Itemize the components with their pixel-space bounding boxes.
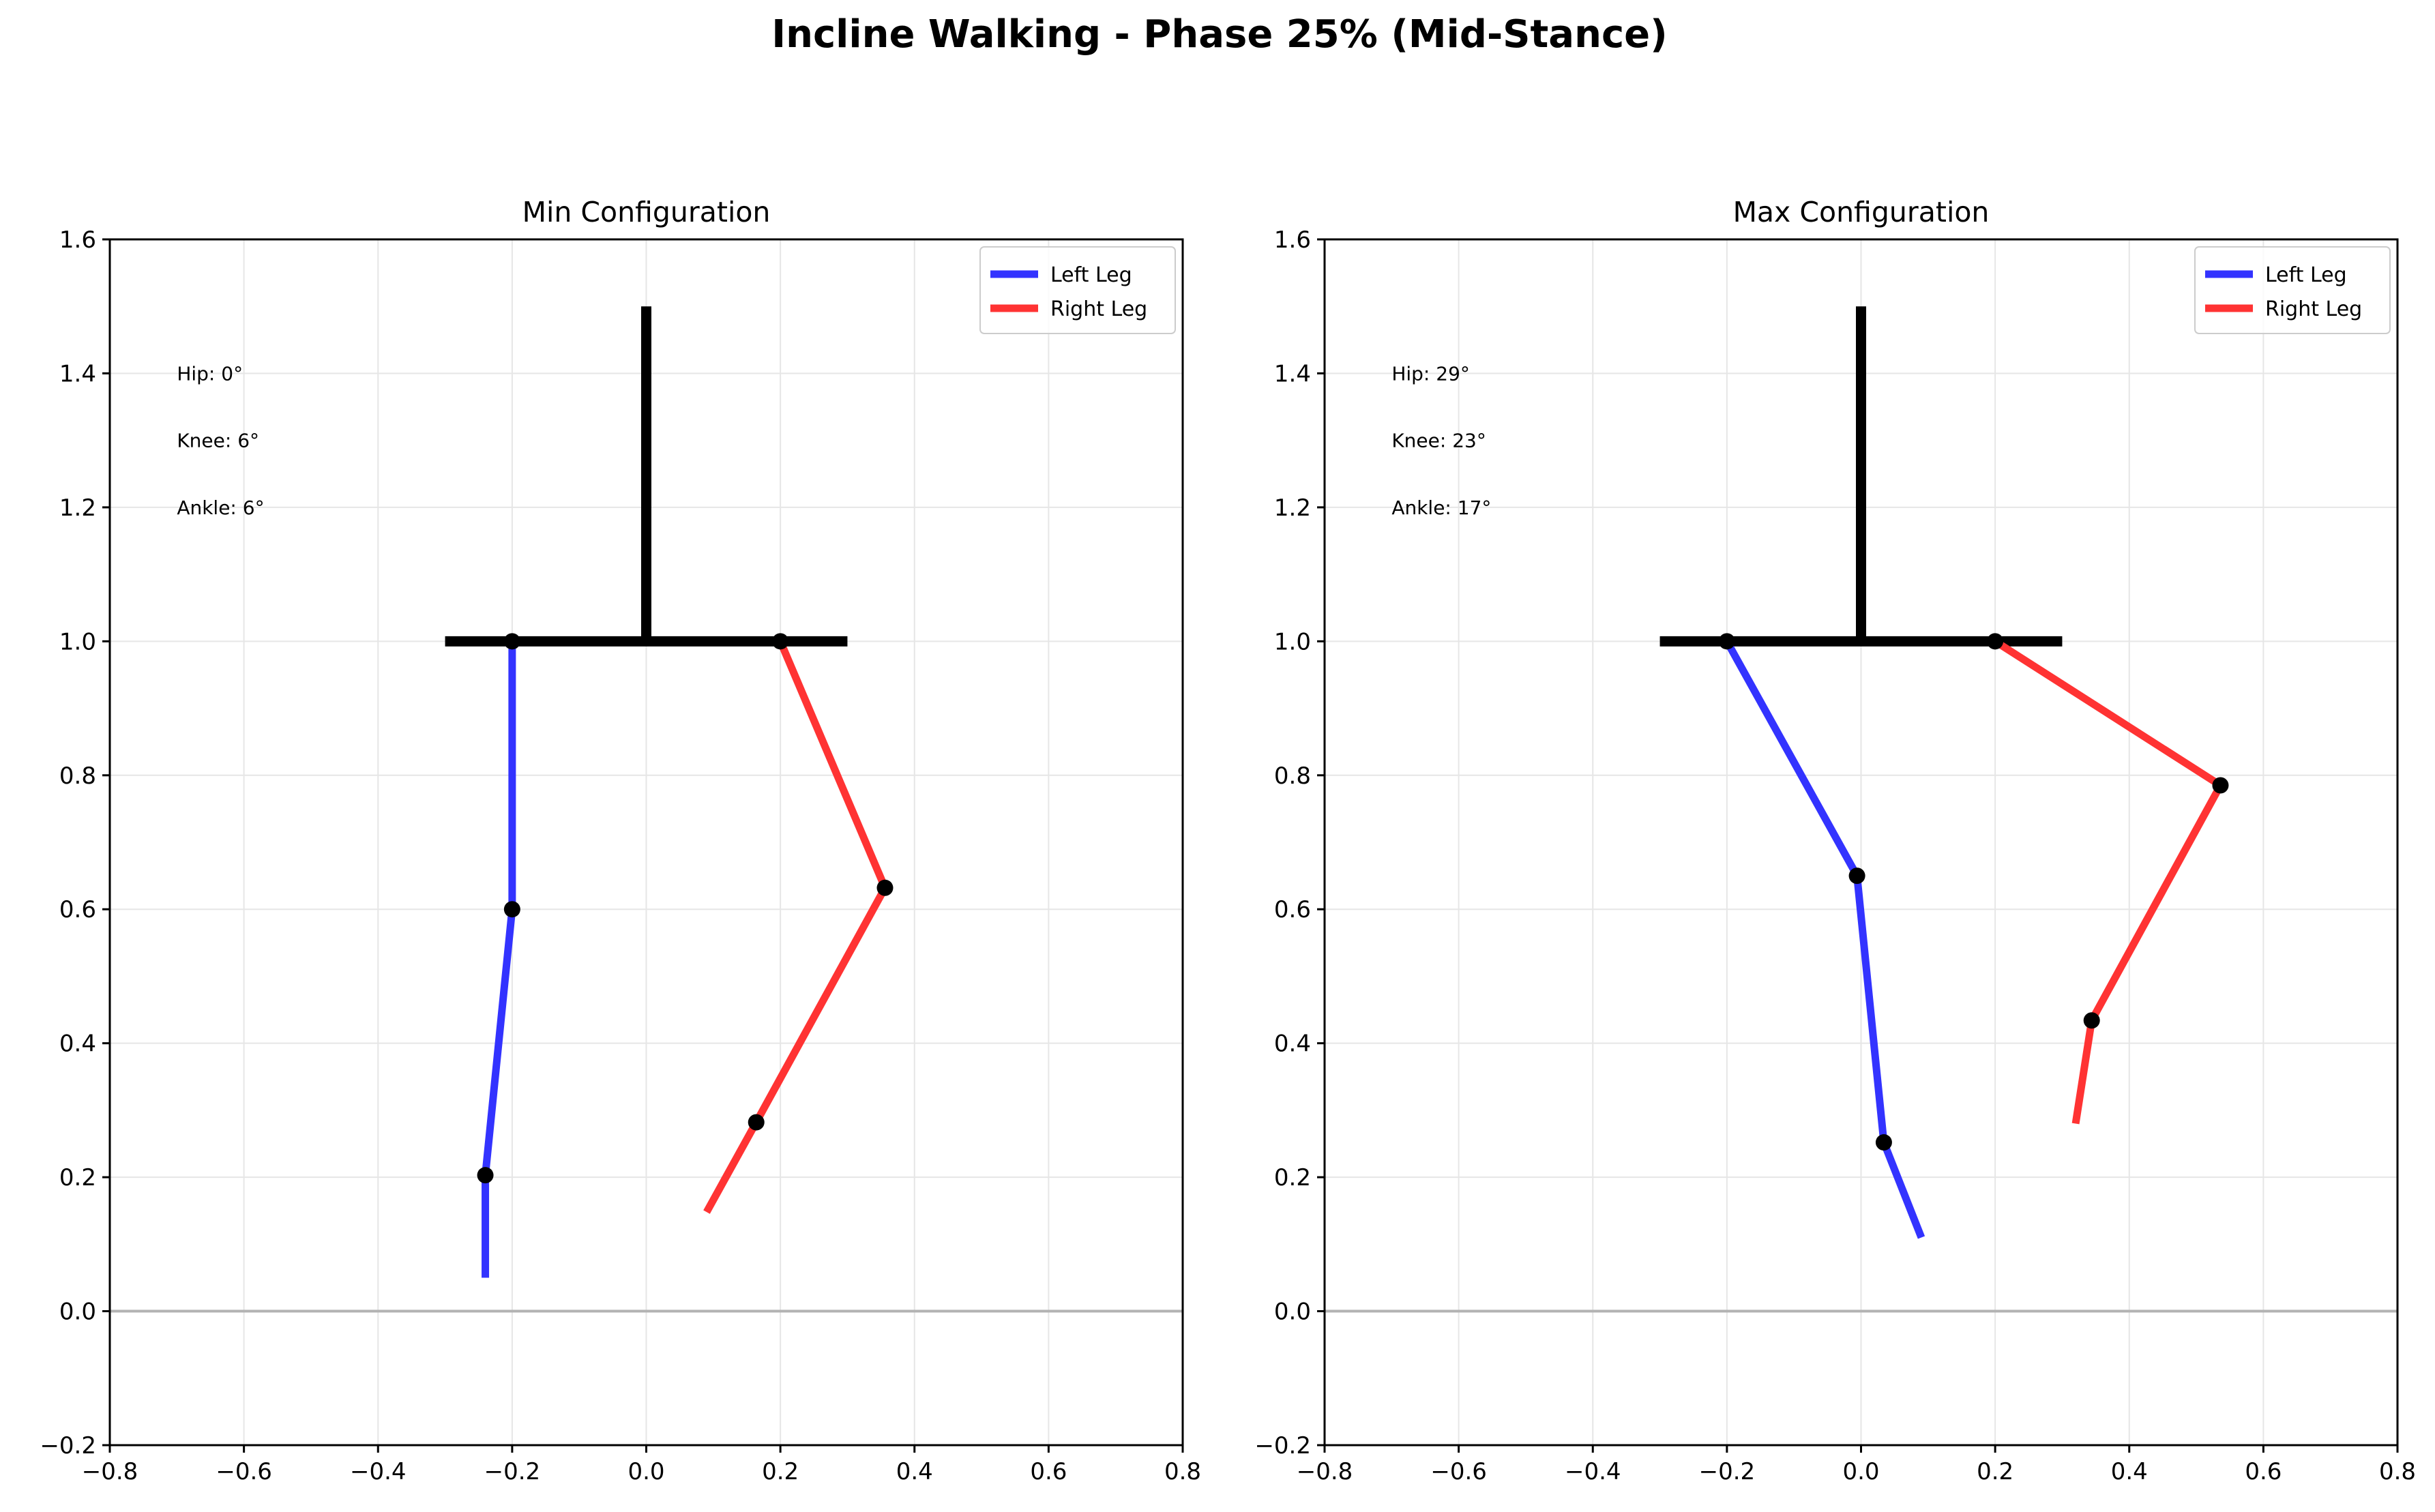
x-tick-label: 0.2 xyxy=(762,1458,799,1485)
panels: −0.8 −0.6 −0.4 −0.2 0.0 0.2 0.4 0.6 0.8 −0.2 0.0 0.… xyxy=(40,196,2416,1485)
x-tick-label: 0.4 xyxy=(896,1458,933,1485)
chart-panel-2: −0.8 −0.6 −0.4 −0.2 0.0 0.2 0.4 0.6 0.8 −0.2 0.0 0.… xyxy=(1254,196,2416,1485)
y-tick-label: −0.2 xyxy=(40,1432,96,1459)
figure-title: Incline Walking - Phase 25% (Mid-Stance) xyxy=(771,12,1667,57)
x-tick-label: 0.0 xyxy=(1842,1458,1879,1485)
left-hip-joint-marker xyxy=(503,633,520,650)
x-tick-label: −0.2 xyxy=(1699,1458,1756,1485)
y-tick-label: 1.4 xyxy=(1274,360,1311,387)
panel-title: Max Configuration xyxy=(1733,196,1990,228)
left-leg-line xyxy=(1724,639,1925,1239)
x-tick-label: −0.8 xyxy=(1297,1458,1353,1485)
right-hip-joint-marker xyxy=(1987,633,2004,650)
joint-angle-annotation: Knee: 23° xyxy=(1391,430,1486,452)
y-tick-label: 0.6 xyxy=(59,896,96,923)
x-tick-label: 0.8 xyxy=(1164,1458,1201,1485)
joint-angle-annotation: Hip: 29° xyxy=(1391,362,1470,385)
y-tick-label: 0.2 xyxy=(1274,1164,1311,1191)
legend-label: Left Leg xyxy=(1050,263,1132,287)
y-tick-label: 0.0 xyxy=(1274,1299,1311,1326)
legend: Left Leg Right Leg xyxy=(979,246,1176,334)
right-leg-line xyxy=(1993,638,2224,1125)
x-tick-label: 0.8 xyxy=(2379,1458,2416,1485)
y-tick-label: 1.2 xyxy=(1274,494,1311,522)
left-knee-joint-marker xyxy=(1848,868,1865,885)
legend-label: Left Leg xyxy=(2265,263,2347,287)
x-tick-label: −0.2 xyxy=(484,1458,541,1485)
x-tick-label: 0.4 xyxy=(2111,1458,2148,1485)
x-tick-label: −0.6 xyxy=(216,1458,272,1485)
joint-angle-annotation: Knee: 6° xyxy=(177,430,259,452)
x-tick-label: −0.4 xyxy=(1565,1458,1621,1485)
y-tick-label: 0.2 xyxy=(59,1164,96,1191)
right-ankle-joint-marker xyxy=(2083,1012,2100,1029)
y-tick-label: 0.6 xyxy=(1274,896,1311,923)
x-tick-label: 0.6 xyxy=(1030,1458,1067,1485)
y-tick-label: 1.0 xyxy=(1274,628,1311,655)
right-knee-joint-marker xyxy=(876,879,894,896)
right-leg-line xyxy=(703,640,889,1214)
y-tick-label: 1.2 xyxy=(59,494,96,522)
y-tick-label: 0.4 xyxy=(59,1031,96,1058)
y-tick-label: 1.6 xyxy=(1274,226,1311,254)
y-tick-label: 0.8 xyxy=(1274,762,1311,790)
legend-label: Right Leg xyxy=(2265,297,2362,321)
joint-angle-annotation: Hip: 0° xyxy=(177,362,243,385)
x-tick-label: −0.4 xyxy=(350,1458,407,1485)
joint-angle-annotation: Ankle: 6° xyxy=(177,496,264,519)
left-leg-line xyxy=(482,641,516,1278)
legend-label: Right Leg xyxy=(1050,297,1147,321)
left-ankle-joint-marker xyxy=(477,1167,494,1184)
y-tick-label: 0.4 xyxy=(1274,1031,1311,1058)
left-ankle-joint-marker xyxy=(1875,1134,1892,1151)
y-tick-label: 1.4 xyxy=(59,360,96,387)
x-tick-label: 0.6 xyxy=(2245,1458,2282,1485)
joint-angle-annotation: Ankle: 17° xyxy=(1391,496,1491,519)
right-hip-joint-marker xyxy=(772,633,789,650)
y-tick-label: −0.2 xyxy=(1254,1432,1311,1459)
left-knee-joint-marker xyxy=(503,901,520,918)
right-knee-joint-marker xyxy=(2212,777,2229,794)
x-tick-label: −0.6 xyxy=(1430,1458,1487,1485)
right-ankle-joint-marker xyxy=(748,1114,765,1131)
legend: Left Leg Right Leg xyxy=(2194,246,2391,334)
x-tick-label: −0.8 xyxy=(82,1458,138,1485)
y-tick-label: 1.0 xyxy=(59,628,96,655)
y-tick-label: 0.0 xyxy=(59,1299,96,1326)
x-tick-label: 0.2 xyxy=(1977,1458,2013,1485)
y-tick-label: 0.8 xyxy=(59,762,96,790)
left-hip-joint-marker xyxy=(1718,633,1735,650)
x-tick-label: 0.0 xyxy=(628,1458,664,1485)
chart-panel-1: −0.8 −0.6 −0.4 −0.2 0.0 0.2 0.4 0.6 0.8 −0.2 0.0 0.… xyxy=(40,196,1201,1485)
panel-title: Min Configuration xyxy=(522,196,771,228)
y-tick-label: 1.6 xyxy=(59,226,96,254)
